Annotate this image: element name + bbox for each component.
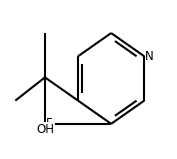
Text: F: F xyxy=(46,117,53,130)
Text: N: N xyxy=(145,50,154,63)
Text: OH: OH xyxy=(36,123,54,136)
